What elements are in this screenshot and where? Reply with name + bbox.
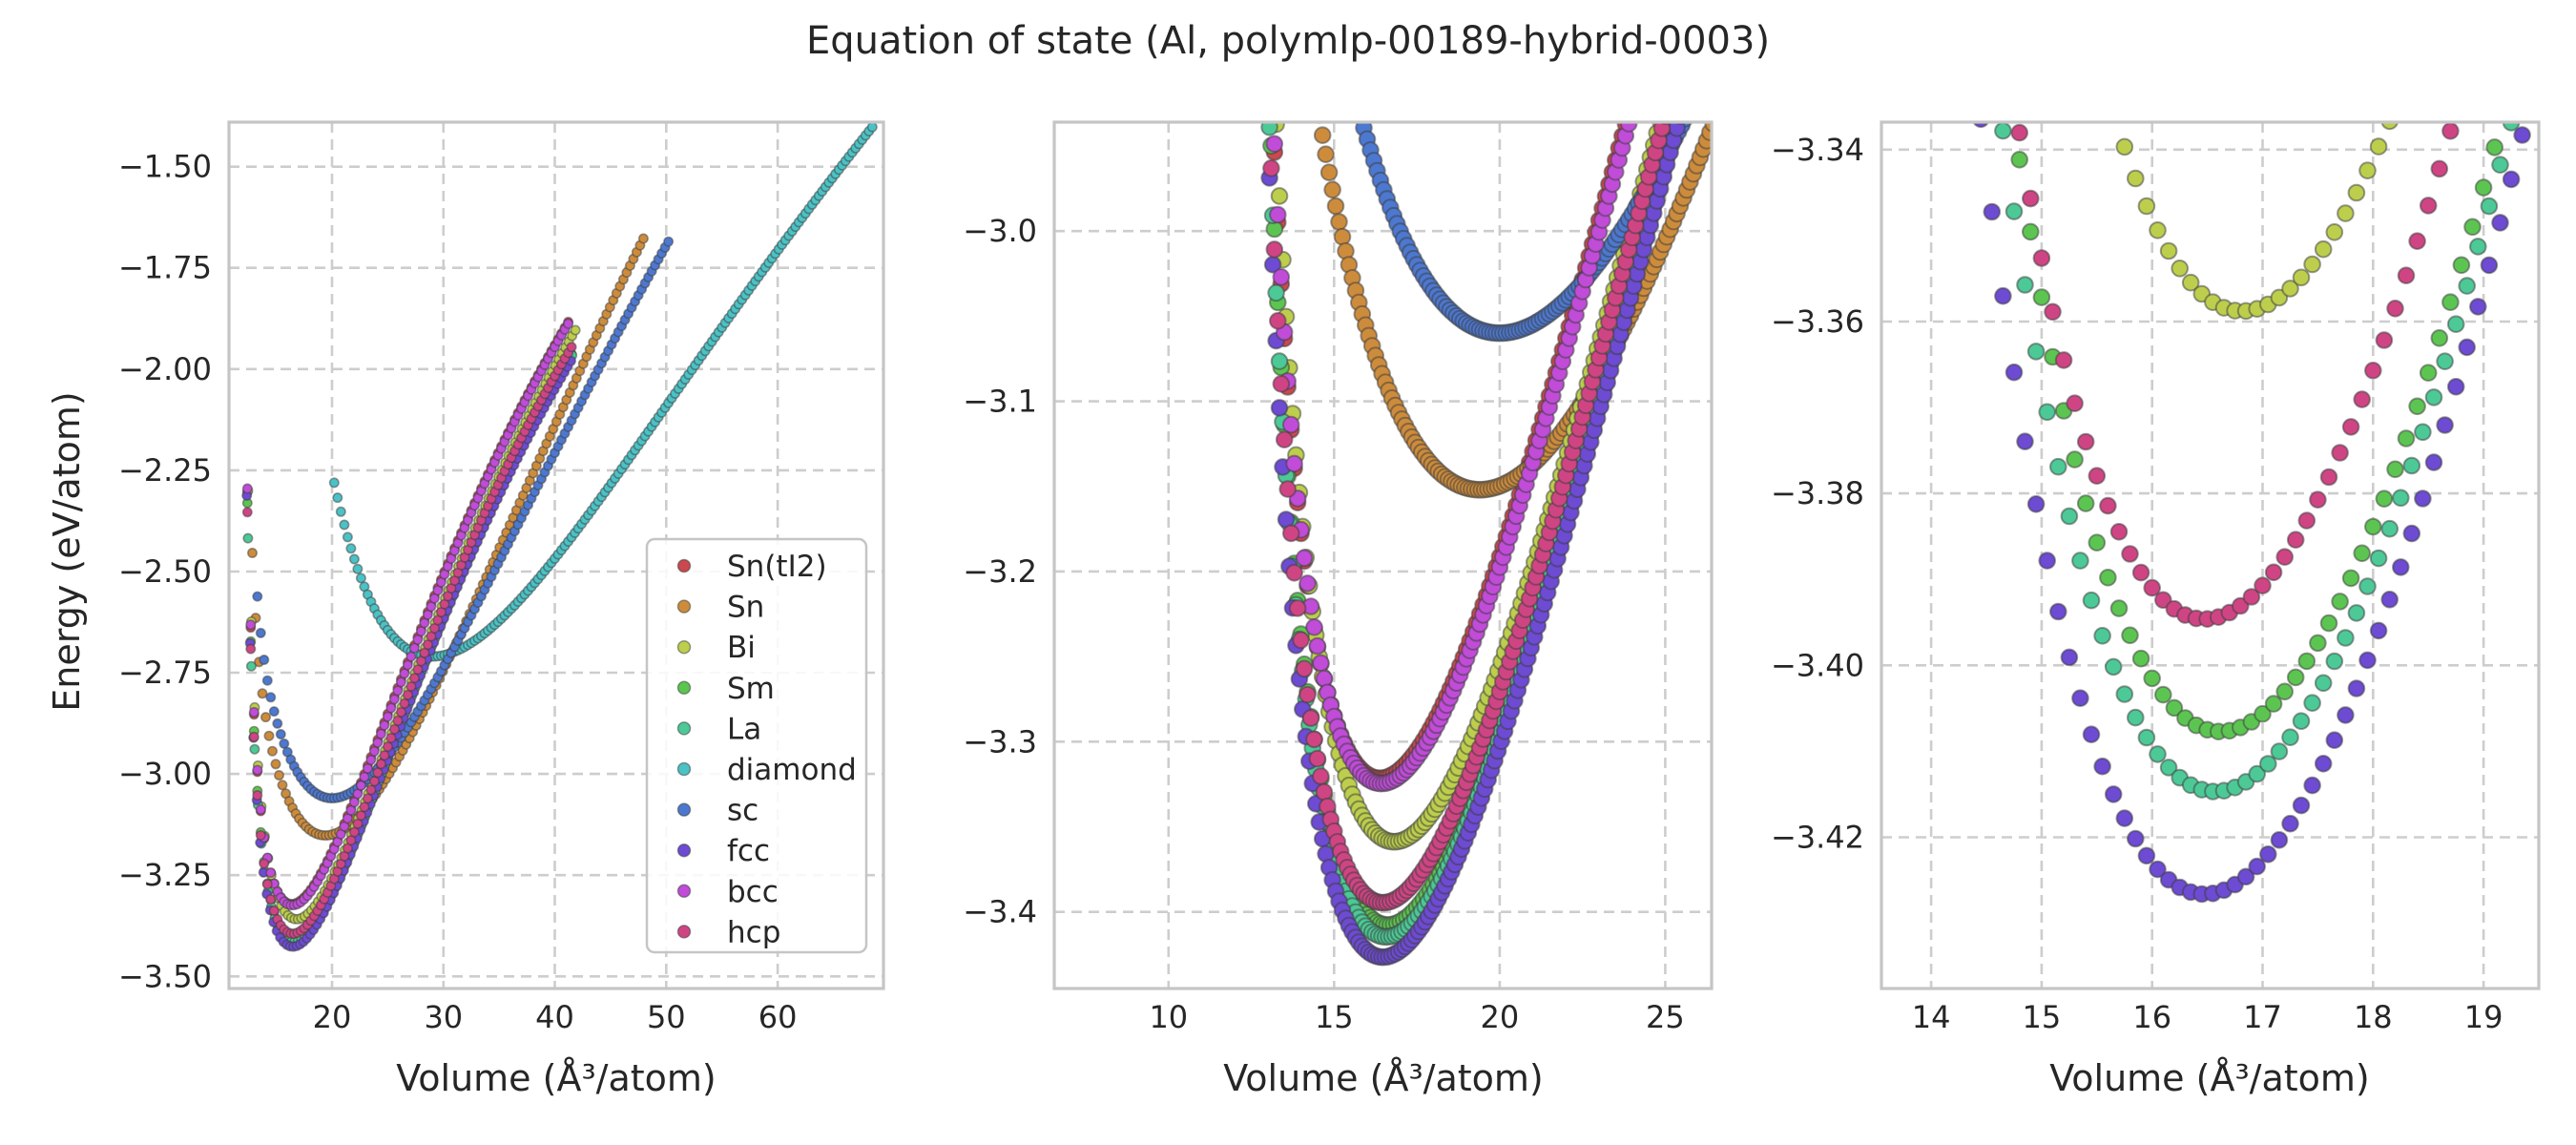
panel-3: 14 15 16 17 18 19 −3.34 −3.36 −3.38 −3.40 −3.42	[1771, 120, 2541, 1035]
svg-text:−3.25: −3.25	[118, 857, 212, 893]
svg-text:−1.75: −1.75	[118, 250, 212, 286]
legend-label: bcc	[727, 875, 779, 909]
legend-marker-hcp	[676, 925, 692, 939]
svg-text:40: 40	[535, 999, 574, 1035]
legend: Sn(tI2) Sn Bi Sm La diamond sc fcc bcc hcp	[645, 537, 868, 954]
data-points	[1972, 122, 2531, 904]
svg-text:−3.42: −3.42	[1771, 820, 1864, 856]
plot-area	[1881, 122, 2539, 989]
legend-label: Sn(tI2)	[727, 550, 827, 584]
svg-text:20: 20	[1481, 999, 1520, 1035]
legend-item-La: La	[676, 712, 761, 746]
axes-spines	[1052, 120, 1714, 990]
legend-item-hcp: hcp	[676, 915, 780, 949]
legend-label: diamond	[727, 753, 857, 787]
x-axis-label-panel1: Volume (Å³/atom)	[396, 1057, 717, 1099]
legend-item-diamond: diamond	[676, 753, 857, 787]
series-bcc	[1265, 122, 1638, 793]
legend-label: fcc	[727, 834, 770, 868]
x-tick-labels: 20 30 40 50 60	[313, 999, 798, 1035]
legend-label: La	[727, 712, 761, 746]
series-hcp	[2010, 122, 2460, 629]
legend-marker-fcc	[676, 843, 692, 858]
y-axis-label: Energy (eV/atom)	[46, 391, 88, 712]
legend-label: sc	[727, 794, 758, 828]
svg-text:30: 30	[424, 999, 463, 1035]
svg-text:60: 60	[758, 999, 798, 1035]
series-diamond	[328, 122, 878, 662]
svg-text:−3.38: −3.38	[1771, 475, 1864, 511]
svg-text:−1.50: −1.50	[118, 149, 212, 185]
svg-text:−2.50: −2.50	[118, 553, 212, 590]
x-axis-label-panel2: Volume (Å³/atom)	[1223, 1057, 1544, 1099]
panel-2: 10 15 20 25 −3.0 −3.1 −3.2 −3.3 −3.4	[963, 120, 1714, 1035]
svg-text:50: 50	[647, 999, 686, 1035]
legend-marker-Sn	[676, 599, 692, 614]
legend-label: Bi	[727, 631, 756, 665]
axes-spines	[227, 120, 885, 990]
legend-item-fcc: fcc	[676, 834, 770, 868]
svg-text:19: 19	[2464, 999, 2503, 1035]
svg-text:−3.0: −3.0	[963, 213, 1037, 249]
svg-text:15: 15	[2023, 999, 2062, 1035]
svg-text:−3.40: −3.40	[1771, 647, 1864, 683]
legend-marker-sc	[676, 802, 692, 817]
svg-text:−3.4: −3.4	[963, 894, 1037, 930]
legend-item-Sn(tI2): Sn(tI2)	[676, 550, 827, 584]
data-points	[1260, 122, 1712, 967]
svg-text:18: 18	[2354, 999, 2393, 1035]
legend-marker-Sn(tI2)	[676, 558, 692, 573]
series-fcc	[1972, 122, 2531, 904]
x-tick-labels: 14 15 16 17 18 19	[1912, 999, 2503, 1035]
legend-label: Sn	[727, 591, 764, 625]
svg-text:−3.00: −3.00	[118, 756, 212, 792]
legend-item-Bi: Bi	[676, 631, 756, 665]
svg-text:−2.75: −2.75	[118, 655, 212, 691]
svg-text:14: 14	[1912, 999, 1951, 1035]
svg-text:20: 20	[313, 999, 352, 1035]
data-points	[241, 122, 878, 952]
legend-label: hcp	[727, 915, 780, 949]
axes-spines	[1880, 120, 2541, 990]
series-Bi	[2115, 122, 2399, 321]
svg-text:17: 17	[2243, 999, 2282, 1035]
x-tick-labels: 10 15 20 25	[1149, 999, 1684, 1035]
y-tick-labels: −3.0 −3.1 −3.2 −3.3 −3.4	[963, 213, 1037, 930]
legend-marker-Sm	[676, 680, 692, 696]
legend-marker-La	[676, 721, 692, 736]
svg-text:−3.1: −3.1	[963, 384, 1037, 420]
series-La	[1994, 122, 2521, 801]
svg-text:−3.3: −3.3	[963, 723, 1037, 760]
svg-text:16: 16	[2132, 999, 2171, 1035]
y-tick-labels: −1.50 −1.75 −2.00 −2.25 −2.50 −2.75 −3.00 −3.25…	[118, 149, 212, 995]
svg-text:−2.25: −2.25	[118, 452, 212, 489]
series-Sm	[2010, 138, 2503, 741]
x-axis-label-panel3: Volume (Å³/atom)	[2049, 1057, 2370, 1099]
legend-item-sc: sc	[676, 794, 758, 828]
legend-marker-Bi	[676, 639, 692, 655]
svg-text:−3.36: −3.36	[1771, 303, 1864, 340]
legend-marker-bcc	[676, 884, 692, 899]
svg-text:10: 10	[1149, 999, 1188, 1035]
svg-text:−2.00: −2.00	[118, 351, 212, 387]
legend-item-Sm: Sm	[676, 672, 775, 706]
svg-text:−3.2: −3.2	[963, 553, 1037, 590]
svg-text:−3.50: −3.50	[118, 958, 212, 994]
legend-label: Sm	[727, 672, 775, 706]
svg-text:−3.34: −3.34	[1771, 132, 1864, 168]
series-hcp	[241, 342, 577, 939]
legend-marker-diamond	[676, 761, 692, 777]
y-tick-labels: −3.34 −3.36 −3.38 −3.40 −3.42	[1771, 132, 1864, 856]
svg-text:25: 25	[1646, 999, 1685, 1035]
legend-item-bcc: bcc	[676, 875, 779, 909]
figure-title: Equation of state (Al, polymlp-00189-hyb…	[805, 19, 1771, 63]
svg-text:15: 15	[1315, 999, 1354, 1035]
panel-1: 20 30 40 50 60 −1.50 −1.75 −2.00 −2.25 −2.50 −2.75…	[118, 120, 885, 1035]
gridlines	[1881, 122, 2539, 989]
legend-item-Sn: Sn	[676, 591, 764, 625]
series-bcc	[241, 318, 574, 911]
series-hcp	[1262, 122, 1672, 912]
